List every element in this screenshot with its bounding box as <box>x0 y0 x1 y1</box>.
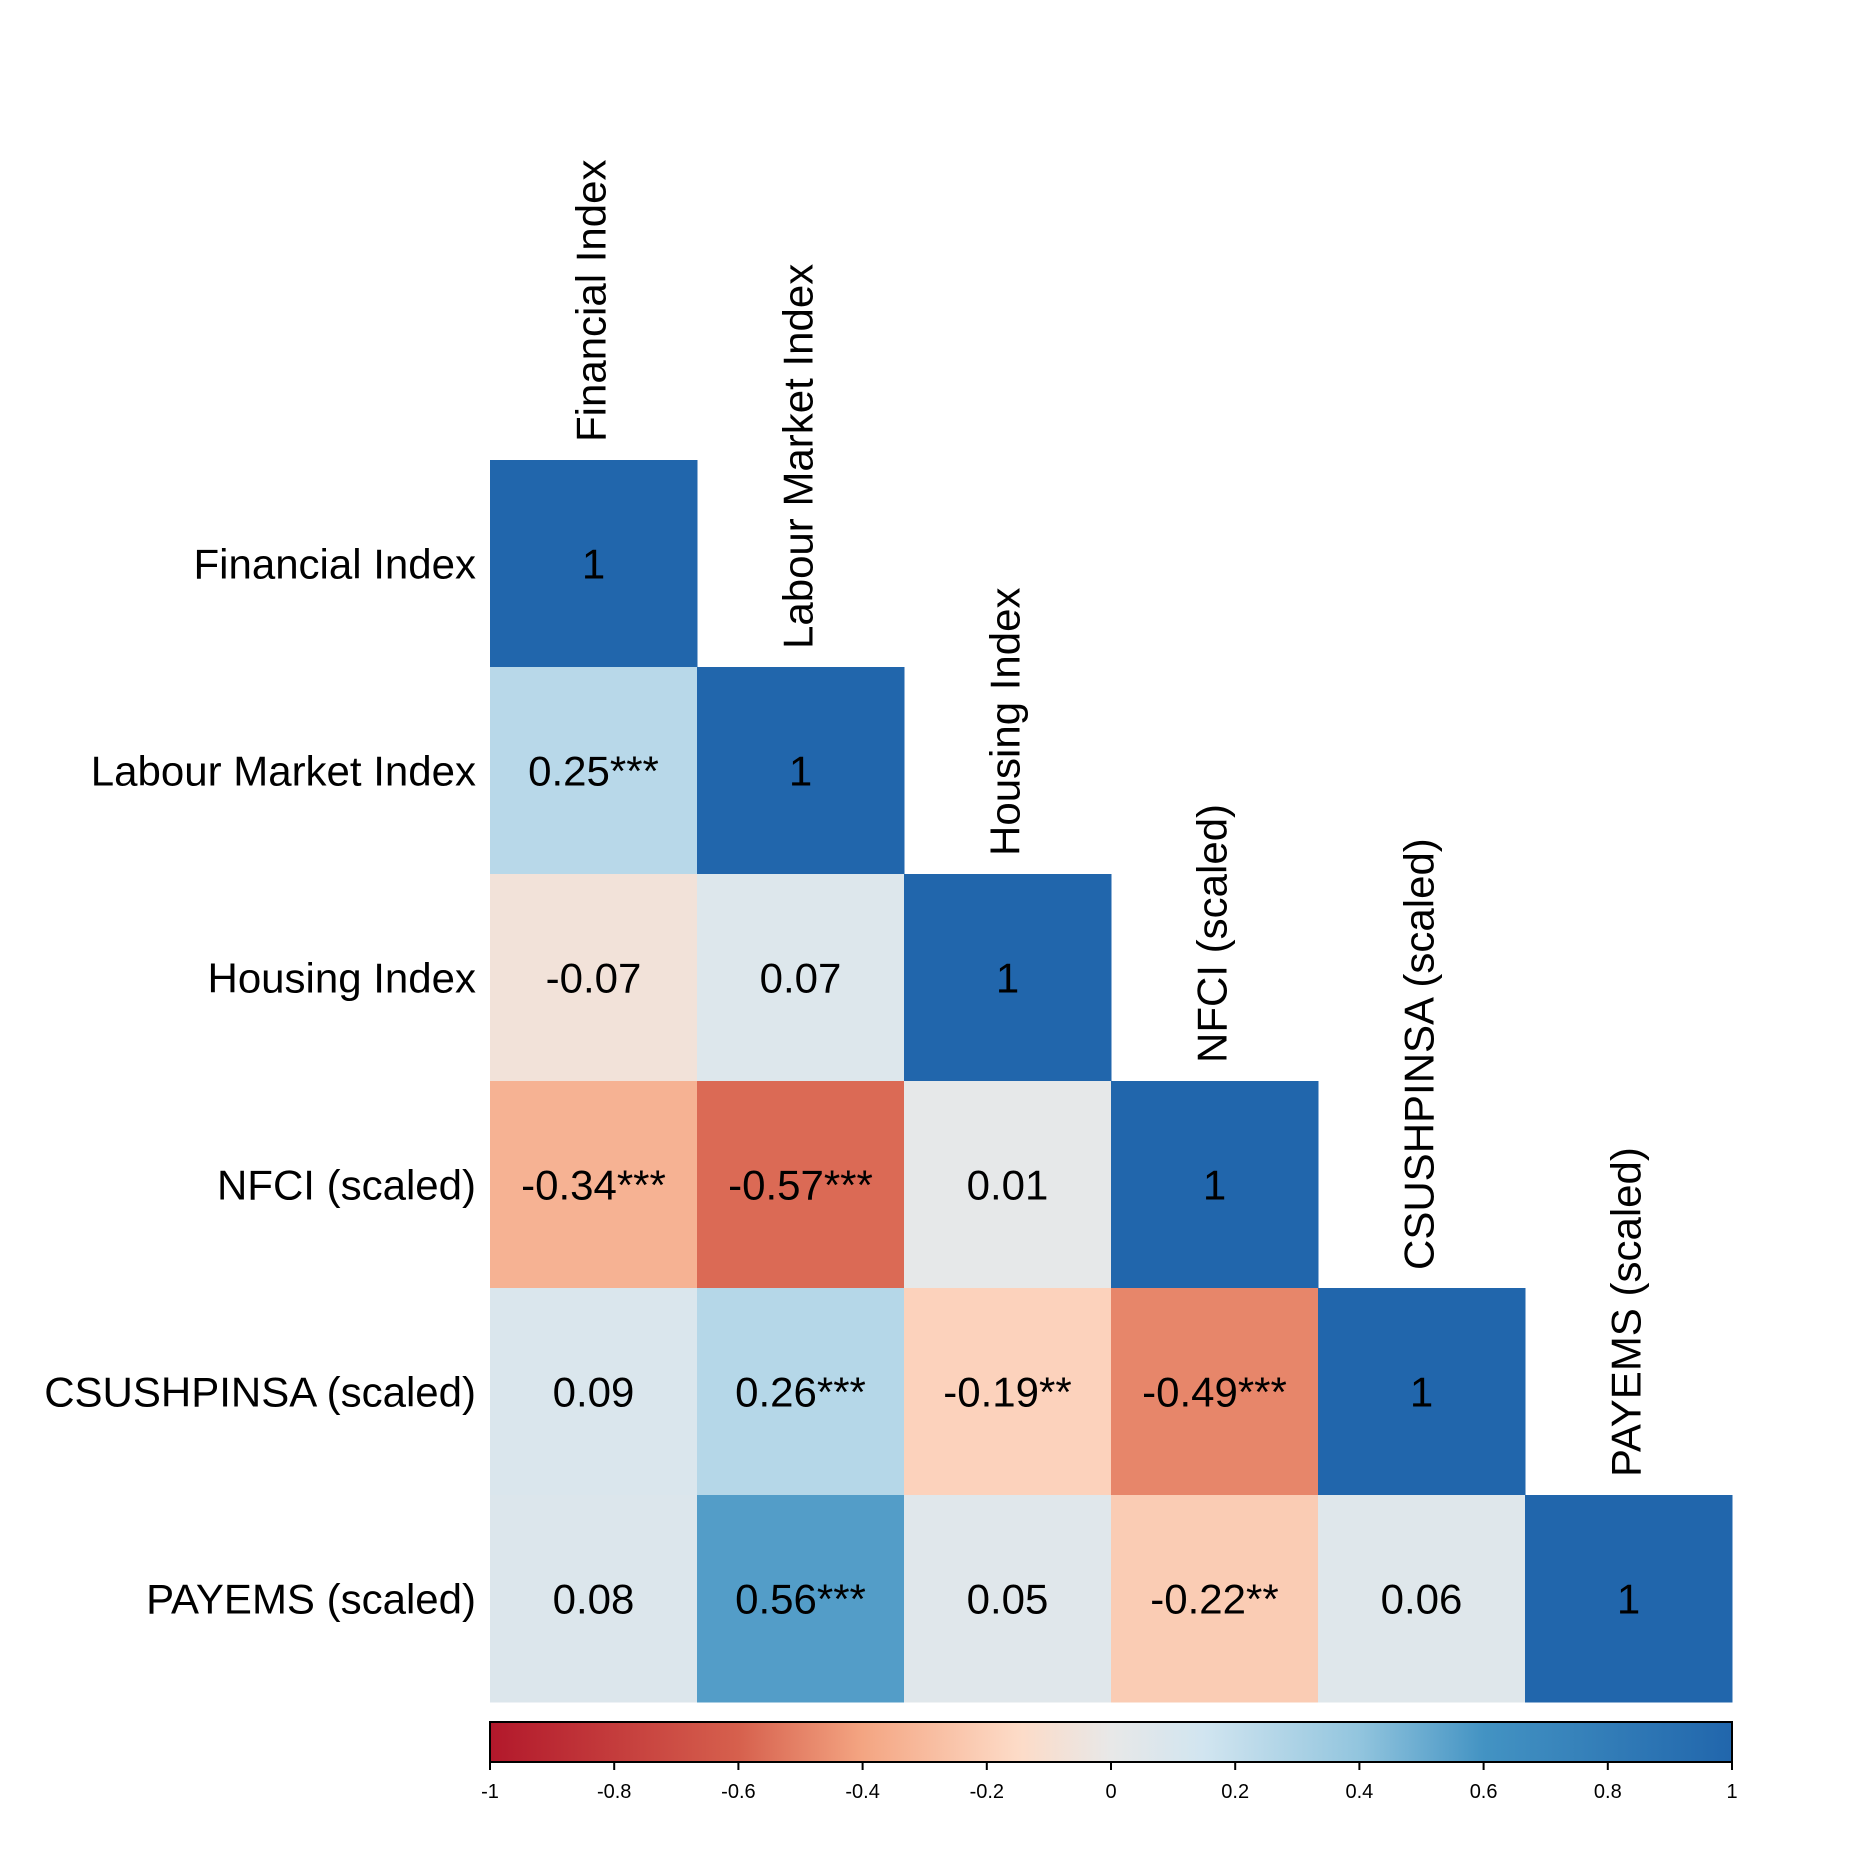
heatmap-cell-3-2 <box>904 1081 1112 1289</box>
cell-value-label-5-2: 0.05 <box>967 1576 1049 1623</box>
colorbar-tick-label-5: 0 <box>1105 1781 1116 1803</box>
heatmap-cell-5-3 <box>1111 1495 1319 1703</box>
heatmap-cell-1-0 <box>490 667 698 875</box>
cell-value-label-5-4: 0.06 <box>1381 1576 1463 1623</box>
row-label-1: Labour Market Index <box>91 748 476 795</box>
cell-value-label-4-1: 0.26*** <box>735 1369 866 1416</box>
colorbar: -1 -0.8 -0.6 -0.4 -0.2 0 0.2 0.4 0.6 0.8 1 <box>481 1721 1738 1803</box>
colorbar-tick-label-6: 0.2 <box>1221 1781 1249 1803</box>
column-label-3: NFCI (scaled) <box>1189 804 1236 1063</box>
row-label-4: CSUSHPINSA (scaled) <box>44 1369 476 1416</box>
heatmap-cell-5-4 <box>1318 1495 1526 1703</box>
colorbar-tick-label-10: 1 <box>1726 1781 1737 1803</box>
heatmap-cell-5-5 <box>1525 1495 1733 1703</box>
cell-value-label-3-3: 1 <box>1203 1162 1226 1209</box>
heatmap-cell-4-0 <box>490 1288 698 1496</box>
cell-value-label-5-1: 0.56*** <box>735 1576 866 1623</box>
cell-value-label-4-3: -0.49*** <box>1142 1369 1287 1416</box>
heatmap-cell-4-2 <box>904 1288 1112 1496</box>
heatmap-cell-5-2 <box>904 1495 1112 1703</box>
column-label-2: Housing Index <box>982 587 1029 856</box>
heatmap-cell-3-0 <box>490 1081 698 1289</box>
heatmap-cell-3-1 <box>697 1081 905 1289</box>
heatmap-cell-4-4 <box>1318 1288 1526 1496</box>
heatmap-cell-4-3 <box>1111 1288 1319 1496</box>
cell-value-label-5-0: 0.08 <box>553 1576 635 1623</box>
heatmap-cell-0-0 <box>490 460 698 668</box>
row-label-3: NFCI (scaled) <box>217 1162 476 1209</box>
cell-value-label-5-3: -0.22** <box>1150 1576 1278 1623</box>
column-label-1: Labour Market Index <box>775 264 822 649</box>
colorbar-tick-label-9: 0.8 <box>1594 1781 1622 1803</box>
column-label-5: PAYEMS (scaled) <box>1603 1147 1650 1477</box>
cell-value-label-2-0: -0.07 <box>546 955 642 1002</box>
heatmap-cell-1-1 <box>697 667 905 875</box>
row-label-5: PAYEMS (scaled) <box>146 1576 476 1623</box>
heatmap-cell-5-0 <box>490 1495 698 1703</box>
heatmap-cell-4-1 <box>697 1288 905 1496</box>
cell-value-label-3-0: -0.34*** <box>521 1162 666 1209</box>
colorbar-gradient <box>489 1721 1733 1763</box>
colorbar-tick-label-2: -0.6 <box>721 1781 755 1803</box>
heatmap-cell-5-1 <box>697 1495 905 1703</box>
cell-value-label-1-0: 0.25*** <box>528 748 659 795</box>
colorbar-tick-label-4: -0.2 <box>970 1781 1004 1803</box>
row-label-0: Financial Index <box>194 541 477 588</box>
heatmap-cell-2-1 <box>697 874 905 1082</box>
colorbar-tick-label-0: -1 <box>481 1781 499 1803</box>
cell-value-label-3-1: -0.57*** <box>728 1162 873 1209</box>
cell-value-label-5-5: 1 <box>1617 1576 1640 1623</box>
cell-value-label-0-0: 1 <box>582 541 605 588</box>
row-labels: Financial Index Labour Market Index Housin… <box>44 541 476 1623</box>
cell-value-label-1-1: 1 <box>789 748 812 795</box>
column-labels: Financial Index Labour Market Index Housin… <box>568 160 1650 1478</box>
column-label-0: Financial Index <box>568 160 615 443</box>
cell-value-label-2-2: 1 <box>996 955 1019 1002</box>
heatmap-cells: 1 0.25*** 1 -0.07 0.07 1 -0.34*** -0.57*** 0.01 1… <box>490 460 1733 1703</box>
colorbar-tick-label-8: 0.6 <box>1470 1781 1498 1803</box>
colorbar-tick-label-1: -0.8 <box>597 1781 631 1803</box>
column-label-4: CSUSHPINSA (scaled) <box>1396 838 1443 1270</box>
heatmap-cell-2-0 <box>490 874 698 1082</box>
cell-value-label-2-1: 0.07 <box>760 955 842 1002</box>
cell-value-label-4-4: 1 <box>1410 1369 1433 1416</box>
row-label-2: Housing Index <box>207 955 476 1002</box>
heatmap-cell-2-2 <box>904 874 1112 1082</box>
colorbar-tick-label-3: -0.4 <box>845 1781 879 1803</box>
cell-value-label-4-0: 0.09 <box>553 1369 635 1416</box>
colorbar-tick-label-7: 0.4 <box>1345 1781 1373 1803</box>
cell-value-label-3-2: 0.01 <box>967 1162 1049 1209</box>
cell-value-label-4-2: -0.19** <box>943 1369 1071 1416</box>
heatmap-cell-3-3 <box>1111 1081 1319 1289</box>
colorbar-ticks: -1 -0.8 -0.6 -0.4 -0.2 0 0.2 0.4 0.6 0.8 1 <box>481 1762 1738 1803</box>
